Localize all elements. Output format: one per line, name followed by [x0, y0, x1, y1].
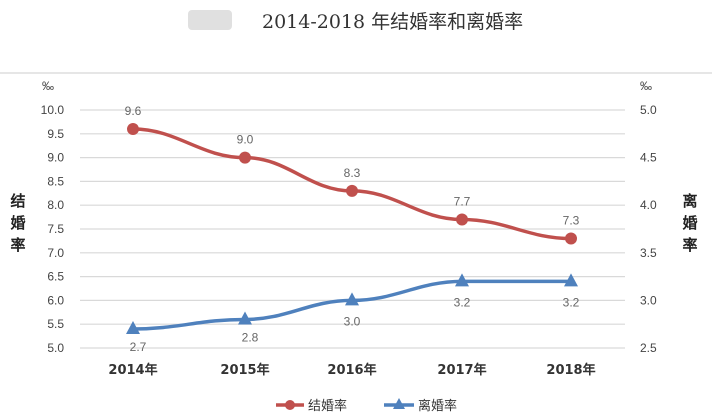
series-line-marriage: [132, 127, 572, 241]
x-tick: 2018年: [546, 362, 595, 378]
data-point: [238, 311, 252, 325]
data-label: 3.2: [454, 295, 471, 309]
data-label: 2.8: [242, 330, 259, 344]
data-label: 3.2: [563, 295, 580, 309]
svg-text:率: 率: [10, 236, 25, 254]
legend-item: 结婚率: [308, 398, 347, 414]
y-tick-right: 2.5: [640, 341, 657, 355]
legend: 结婚率 离婚率: [276, 398, 457, 414]
data-point: [126, 320, 140, 334]
right-unit: ‰: [640, 79, 652, 93]
y-tick-left: 8.5: [47, 174, 64, 188]
y-tick-left: 5.0: [47, 341, 64, 355]
data-point: [565, 232, 577, 245]
legend-marker-circle: [285, 400, 295, 410]
svg-text:婚: 婚: [682, 214, 697, 232]
y-tick-left: 9.0: [47, 151, 64, 165]
y-tick-left: 5.5: [47, 317, 64, 331]
logo-blur: [188, 10, 232, 30]
data-point: [564, 273, 578, 287]
x-tick: 2015年: [220, 362, 269, 378]
y-tick-left: 10.0: [41, 103, 65, 117]
y-tick-left: 6.5: [47, 270, 64, 284]
data-label: 7.7: [454, 194, 471, 208]
y-tick-left: 7.0: [47, 246, 64, 260]
x-tick: 2016年: [327, 362, 376, 378]
data-label: 3.0: [344, 314, 361, 328]
y-tick-left: 9.5: [47, 127, 64, 141]
y-tick-right: 4.5: [640, 151, 657, 165]
x-tick: 2017年: [437, 362, 486, 378]
y-tick-left: 7.5: [47, 222, 64, 236]
x-tick: 2014年: [108, 362, 157, 378]
data-label: 7.3: [563, 214, 580, 228]
data-label: 2.7: [130, 340, 147, 354]
data-point: [127, 123, 139, 136]
left-unit: ‰: [42, 79, 54, 93]
svg-text:婚: 婚: [10, 214, 25, 232]
y-tick-left: 6.0: [47, 293, 64, 307]
legend-marker-triangle: [393, 398, 405, 409]
y-tick-left: 8.0: [47, 198, 64, 212]
data-label: 8.3: [344, 166, 361, 180]
y-axis-label-left: 结婚率: [10, 192, 25, 254]
legend-item: 离婚率: [418, 398, 457, 414]
svg-text:率: 率: [682, 236, 697, 254]
svg-text:离: 离: [682, 192, 697, 210]
y-axis-label-right: 离婚率: [682, 192, 697, 254]
data-point: [239, 151, 251, 164]
y-tick-right: 3.0: [640, 293, 657, 307]
data-point: [456, 213, 468, 226]
data-label: 9.0: [237, 133, 254, 147]
svg-text:结: 结: [10, 192, 25, 210]
chart-title: 2014-2018 年结婚率和离婚率: [262, 11, 523, 33]
data-point: [346, 184, 358, 197]
y-tick-right: 3.5: [640, 246, 657, 260]
data-label: 9.6: [125, 104, 142, 118]
data-point: [345, 292, 359, 306]
y-tick-right: 4.0: [640, 198, 657, 212]
y-tick-right: 5.0: [640, 103, 657, 117]
data-point: [455, 273, 469, 287]
